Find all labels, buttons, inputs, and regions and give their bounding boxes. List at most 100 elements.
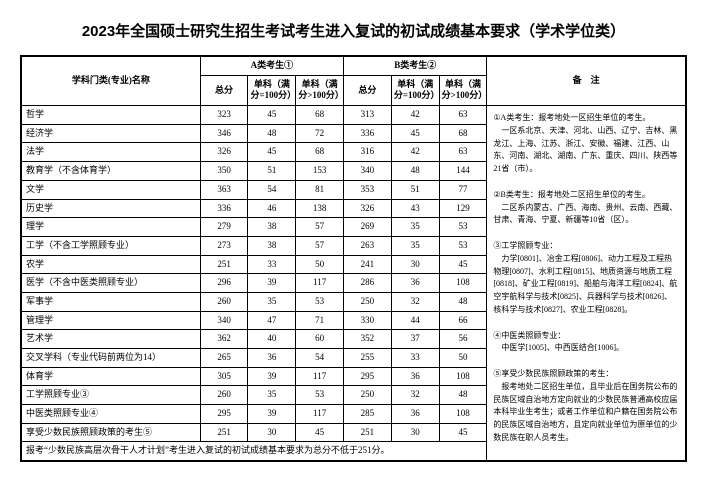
cell-value: 39 — [248, 274, 296, 293]
th-a-total: 总分 — [200, 75, 248, 105]
cell-value: 42 — [391, 143, 439, 162]
cell-value: 295 — [344, 367, 392, 386]
cell-value: 352 — [344, 330, 392, 349]
cell-value: 63 — [439, 143, 487, 162]
cell-value: 53 — [439, 218, 487, 237]
cell-subject: 军事学 — [21, 292, 200, 311]
cell-subject: 农学 — [21, 255, 200, 274]
cell-subject: 经济学 — [21, 124, 200, 143]
cell-value: 47 — [248, 311, 296, 330]
cell-value: 250 — [344, 386, 392, 405]
notes-cell: ①A类考生：报考地处一区招生单位的考生。 一区系北京、天津、河北、山西、辽宁、吉… — [487, 106, 686, 462]
cell-value: 260 — [200, 292, 248, 311]
cell-subject: 中医类照顾专业④ — [21, 405, 200, 424]
cell-value: 63 — [439, 106, 487, 125]
cell-value: 286 — [344, 274, 392, 293]
cell-value: 33 — [248, 255, 296, 274]
cell-value: 346 — [200, 124, 248, 143]
cell-value: 36 — [391, 405, 439, 424]
cell-value: 40 — [248, 330, 296, 349]
cell-value: 362 — [200, 330, 248, 349]
cell-subject: 交叉学科（专业代码前两位为14） — [21, 349, 200, 368]
cell-value: 50 — [439, 349, 487, 368]
cell-subject: 法学 — [21, 143, 200, 162]
cell-value: 336 — [344, 124, 392, 143]
cell-value: 38 — [248, 218, 296, 237]
th-b-total: 总分 — [344, 75, 392, 105]
cell-value: 323 — [200, 106, 248, 125]
cell-value: 340 — [200, 311, 248, 330]
cell-value: 35 — [248, 386, 296, 405]
cell-value: 45 — [296, 423, 344, 442]
cell-value: 36 — [248, 349, 296, 368]
cell-subject: 享受少数民族照顾政策的考生⑤ — [21, 423, 200, 442]
cell-subject: 医学（不含中医类照顾专业） — [21, 274, 200, 293]
cell-value: 108 — [439, 274, 487, 293]
cell-value: 35 — [248, 292, 296, 311]
th-groupA: A类考生① — [200, 56, 343, 75]
cell-value: 56 — [439, 330, 487, 349]
cell-value: 340 — [344, 162, 392, 181]
cell-value: 251 — [344, 423, 392, 442]
cell-value: 54 — [296, 349, 344, 368]
cell-value: 66 — [439, 311, 487, 330]
cell-value: 353 — [344, 180, 392, 199]
cell-value: 72 — [296, 124, 344, 143]
cell-value: 30 — [391, 255, 439, 274]
cell-value: 48 — [391, 162, 439, 181]
cell-value: 32 — [391, 386, 439, 405]
cell-value: 38 — [248, 236, 296, 255]
cell-subject: 哲学 — [21, 106, 200, 125]
cell-value: 241 — [344, 255, 392, 274]
cell-value: 363 — [200, 180, 248, 199]
cell-subject: 教育学（不含体育学） — [21, 162, 200, 181]
th-b-so100: 单科（满分>100分） — [439, 75, 487, 105]
cell-value: 117 — [296, 405, 344, 424]
cell-value: 117 — [296, 274, 344, 293]
cell-value: 265 — [200, 349, 248, 368]
cell-value: 45 — [248, 143, 296, 162]
cell-value: 36 — [391, 367, 439, 386]
cell-value: 53 — [296, 386, 344, 405]
cell-value: 296 — [200, 274, 248, 293]
cell-value: 37 — [391, 330, 439, 349]
cell-subject: 管理学 — [21, 311, 200, 330]
cell-value: 68 — [296, 106, 344, 125]
cell-value: 35 — [391, 218, 439, 237]
cell-value: 32 — [391, 292, 439, 311]
cell-value: 53 — [296, 292, 344, 311]
cell-value: 108 — [439, 367, 487, 386]
cell-value: 305 — [200, 367, 248, 386]
cell-value: 263 — [344, 236, 392, 255]
cell-value: 326 — [344, 199, 392, 218]
cell-value: 77 — [439, 180, 487, 199]
cell-value: 48 — [248, 124, 296, 143]
cell-value: 30 — [391, 423, 439, 442]
cell-value: 316 — [344, 143, 392, 162]
cell-value: 48 — [439, 386, 487, 405]
table-row: 哲学32345683134263①A类考生：报考地处一区招生单位的考生。 一区系… — [21, 106, 686, 125]
cell-value: 269 — [344, 218, 392, 237]
cell-value: 117 — [296, 367, 344, 386]
cell-value: 260 — [200, 386, 248, 405]
cell-value: 39 — [248, 405, 296, 424]
cell-value: 51 — [391, 180, 439, 199]
cell-subject: 工学（不含工学照顾专业） — [21, 236, 200, 255]
th-groupB: B类考生② — [344, 56, 487, 75]
cell-value: 36 — [391, 274, 439, 293]
cell-value: 81 — [296, 180, 344, 199]
cell-value: 45 — [248, 106, 296, 125]
th-notes: 备 注 — [487, 56, 686, 106]
th-a-so100: 单科（满分>100分） — [296, 75, 344, 105]
cell-value: 255 — [344, 349, 392, 368]
cell-value: 54 — [248, 180, 296, 199]
cell-value: 68 — [296, 143, 344, 162]
th-b-s100: 单科（满分=100分） — [391, 75, 439, 105]
cell-value: 108 — [439, 405, 487, 424]
cell-value: 273 — [200, 236, 248, 255]
cell-subject: 文学 — [21, 180, 200, 199]
cell-value: 279 — [200, 218, 248, 237]
cell-subject: 工学照顾专业③ — [21, 386, 200, 405]
cell-value: 144 — [439, 162, 487, 181]
cell-value: 51 — [248, 162, 296, 181]
